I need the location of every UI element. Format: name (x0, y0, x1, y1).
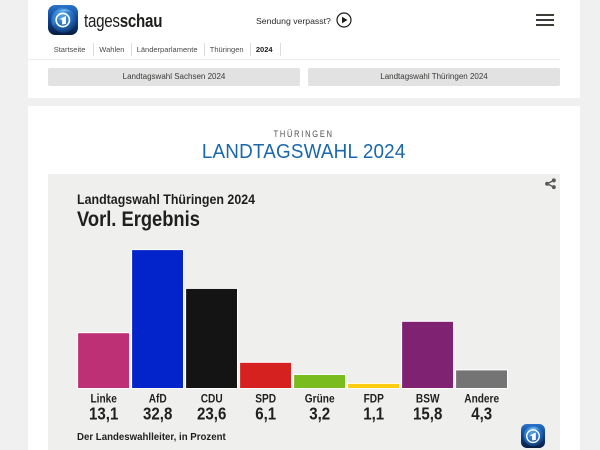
svg-text:3,2: 3,2 (309, 404, 330, 423)
svg-text:Andere: Andere (464, 393, 499, 406)
svg-text:CDU: CDU (201, 393, 223, 406)
svg-text:SPD: SPD (255, 393, 276, 406)
svg-text:4,3: 4,3 (471, 404, 492, 423)
svg-text:32,8: 32,8 (143, 404, 172, 423)
svg-text:15,8: 15,8 (413, 404, 442, 423)
svg-text:Grüne: Grüne (305, 393, 335, 406)
svg-text:23,6: 23,6 (197, 404, 226, 423)
svg-text:BSW: BSW (416, 393, 440, 406)
svg-text:AfD: AfD (149, 393, 167, 406)
svg-text:Linke: Linke (90, 393, 116, 406)
svg-text:13,1: 13,1 (89, 404, 118, 423)
svg-text:6,1: 6,1 (255, 404, 276, 423)
svg-text:1,1: 1,1 (363, 404, 384, 423)
svg-text:FDP: FDP (364, 393, 384, 406)
